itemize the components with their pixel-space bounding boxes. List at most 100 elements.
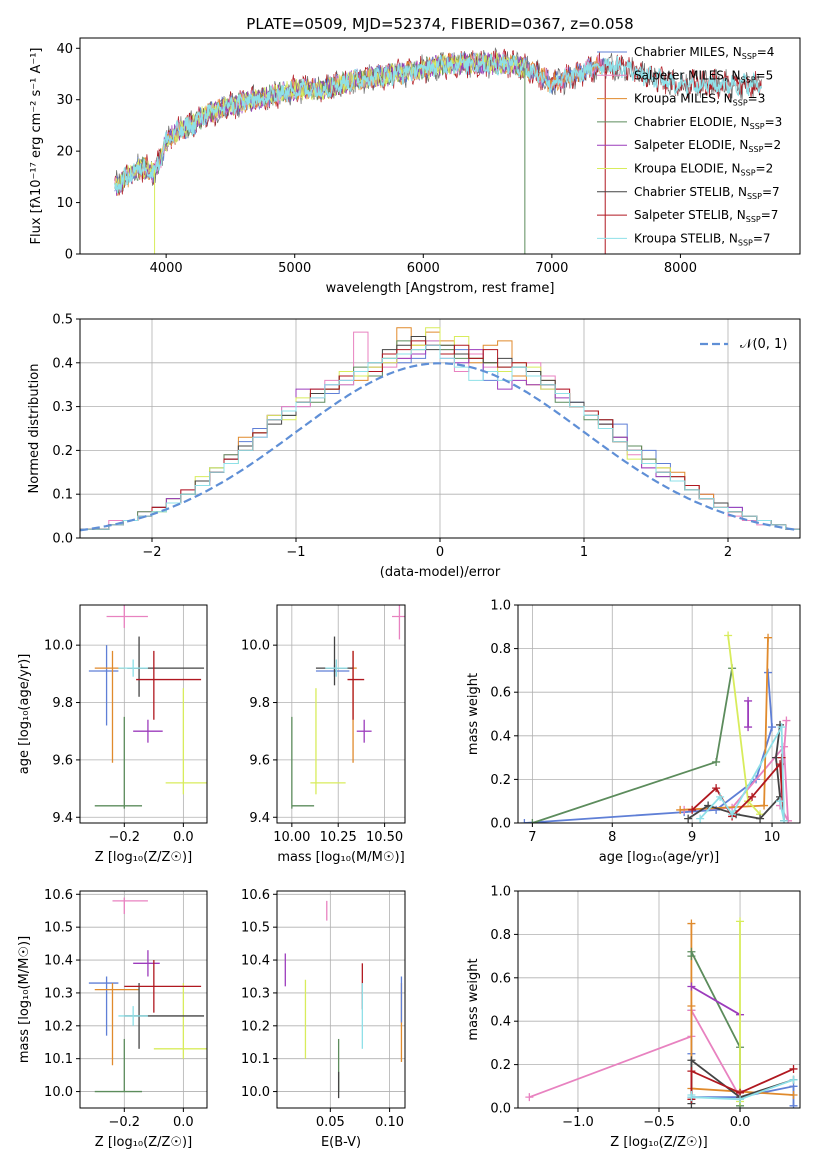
point-marker [736,917,745,926]
y-tick-label: 9.4 [249,811,270,826]
y-tick-label: 1.0 [490,885,511,900]
point-marker [687,919,696,928]
point-marker [688,805,697,814]
chart-7: 0.05 0.10 10.0 10.1 10.2 10.3 10.4 10.5 10.6 E(B-… [241,888,406,1150]
y-tick-label: 9.8 [249,696,270,711]
x-tick-label: 7000 [535,261,568,276]
y-axis-label: mass weight [466,673,481,755]
point-marker [782,716,791,725]
y-tick-label: 0.4 [52,356,73,371]
y-tick-label: 10.6 [44,888,73,903]
weight-line [690,1068,794,1100]
x-axis-label: wavelength [Angstrom, rest frame] [326,281,555,296]
point-marker [684,814,693,823]
point-marker [687,1056,696,1065]
axes-frame [517,604,801,824]
plot-area [525,917,798,1108]
y-tick-label: 0.0 [490,817,511,832]
axes-frame [79,890,208,1109]
point-marker [764,633,773,642]
x-tick-label: 10.50 [366,830,403,845]
point-marker [736,1095,745,1104]
x-tick-label: 0.0 [730,1115,751,1130]
y-tick-label: 10.3 [44,986,73,1001]
x-tick-label: 0.0 [173,1115,194,1130]
x-axis-label: age [log₁₀(age/yr)] [599,850,720,865]
plot-area [80,327,800,538]
y-axis-label: Flux [fλ10⁻¹⁷ erg cm⁻² s⁻¹ A⁻¹] [29,48,44,245]
y-tick-label: 0.4 [490,1015,511,1030]
x-tick-label: 8 [608,830,616,845]
y-axis-label: mass [log₁₀(M/M☉)] [17,936,32,1063]
x-tick-label: −0.5 [643,1115,675,1130]
x-tick-label: 0.10 [375,1115,404,1130]
y-tick-label: 10.0 [241,639,270,654]
charts-layer: Chabrier MILES, NSSP=4 Salpeter MILES, NS… [17,37,801,1150]
x-axis-label: Z [log₁₀(Z/Z☉)] [95,1135,192,1150]
y-tick-label: 10.6 [241,888,270,903]
y-axis-label: age [log₁₀(age/yr)] [17,654,32,775]
x-tick-label: 1 [580,545,588,560]
x-tick-label: 0.0 [173,830,194,845]
point-marker [777,723,786,732]
point-marker [744,696,753,705]
x-axis-label: Z [log₁₀(Z/Z☉)] [95,850,192,865]
plot-area [114,47,762,254]
point-marker [528,819,537,823]
x-tick-label: 2 [724,545,732,560]
axes-frame [79,37,801,255]
chart-2: 𝒩(0, 1) −2 −1 0 1 2 0.0 0.1 0.2 0.3 0.4 0.5 (data-mo… [27,313,801,580]
axes-overlay: −0.2 0.0 9.4 9.6 9.8 10.0 Z [log₁₀(Z/Z☉)] age [… [17,604,208,865]
point-marker [704,801,713,810]
axes-overlay: 10.00 10.25 10.50 9.4 9.6 9.8 10.0 mass [log₁₀(… [241,604,406,865]
point-marker [687,1093,696,1102]
x-axis-label: mass [log₁₀(M/M☉)] [277,850,404,865]
x-axis-label: E(B-V) [321,1135,361,1150]
legend: Chabrier MILES, NSSP=4 Salpeter MILES, NS… [597,45,782,247]
x-tick-label: 0 [436,545,444,560]
point-marker [712,757,721,766]
legend-label: Kroupa ELODIE, NSSP=2 [634,162,773,178]
y-tick-label: 10.3 [241,986,270,1001]
axes-overlay: Chabrier MILES, NSSP=4 Salpeter MILES, NS… [29,37,801,296]
y-axis-label: Normed distribution [27,364,42,494]
y-tick-label: 9.8 [52,696,73,711]
point-marker [780,816,789,823]
chart-5: 7 8 9 10 0.0 0.2 0.4 0.6 0.8 1.0 age [log₁₀(age/yr… [466,599,801,865]
chart-3: −0.2 0.0 9.4 9.6 9.8 10.0 Z [log₁₀(Z/Z☉)] age [… [17,604,208,865]
point-marker [756,814,765,823]
y-tick-label: 10.0 [44,1085,73,1100]
weight-line [524,672,773,823]
y-tick-label: 9.6 [52,753,73,768]
point-marker [520,819,529,823]
x-tick-label: 10 [764,830,781,845]
point-marker [687,982,696,991]
figure-title: PLATE=0509, MJD=52374, FIBERID=0367, z=0… [246,15,633,33]
y-axis-label: mass weight [466,958,481,1040]
y-tick-label: 0.0 [490,1102,511,1117]
chart-8: −1.0 −0.5 0.0 0.0 0.2 0.4 0.6 0.8 1.0 Z [log₁₀(Z/… [466,885,801,1150]
y-tick-label: 0.8 [490,928,511,943]
x-tick-label: 10.00 [273,830,310,845]
x-axis-label: (data-model)/error [380,565,501,580]
axes-frame [276,890,406,1109]
x-tick-label: −0.2 [109,1115,141,1130]
y-tick-label: 40 [56,42,73,57]
legend-label: Kroupa MILES, NSSP=3 [634,92,765,108]
plot-area [284,900,403,1099]
point-marker [712,784,721,793]
axes-overlay: −1.0 −0.5 0.0 0.0 0.2 0.4 0.6 0.8 1.0 Z [log₁₀(Z/… [466,885,801,1150]
legend-label: Chabrier ELODIE, NSSP=3 [634,115,782,131]
x-tick-label: 5000 [278,261,311,276]
y-tick-label: 10.5 [241,921,270,936]
x-tick-label: −0.2 [109,830,141,845]
axes-overlay: 0.05 0.10 10.0 10.1 10.2 10.3 10.4 10.5 10.6 E(B-… [241,888,406,1150]
point-marker [789,1101,798,1108]
y-tick-label: 10.0 [241,1085,270,1100]
y-tick-label: 0.3 [52,400,73,415]
legend-label: Salpeter ELODIE, NSSP=2 [634,138,781,154]
point-marker [676,805,685,814]
x-tick-label: 7 [528,830,536,845]
y-tick-label: 10.5 [44,921,73,936]
